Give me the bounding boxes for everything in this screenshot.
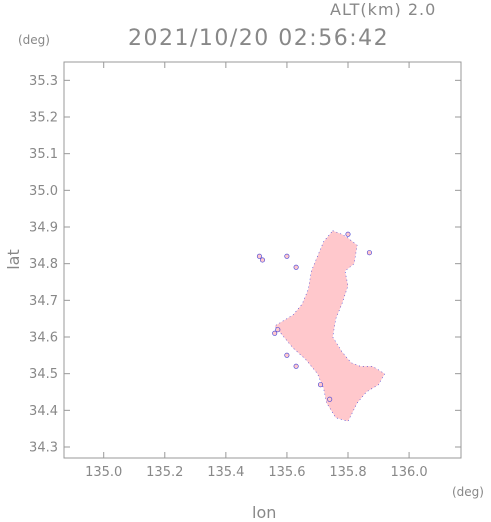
radar-echo-fragment xyxy=(256,253,262,259)
radar-echo-fragment xyxy=(345,231,351,237)
radar-echo-region xyxy=(274,230,386,422)
lat-unit-label: (deg) xyxy=(18,33,50,47)
lon-unit-label: (deg) xyxy=(452,485,484,499)
lon-tick-label: 135.6 xyxy=(268,465,305,480)
radar-echo-fragment xyxy=(293,264,299,270)
radar-echo-fragment xyxy=(284,253,290,259)
radar-echo-fragment xyxy=(272,330,278,336)
lat-tick-label: 34.9 xyxy=(29,221,58,236)
lon-tick-label: 135.4 xyxy=(207,465,244,480)
lon-tick-label: 135.0 xyxy=(85,465,122,480)
radar-echo-fragment xyxy=(259,257,265,263)
lon-tick-label: 135.2 xyxy=(146,465,183,480)
lat-tick-label: 35.0 xyxy=(29,184,58,199)
altitude-label: ALT(km) 2.0 xyxy=(330,0,437,19)
radar-echo-fragment xyxy=(293,363,299,369)
lat-tick-label: 35.1 xyxy=(29,147,58,162)
lon-tick-group: 135.0 135.2 135.4 135.6 135.8 136.0 xyxy=(85,62,428,480)
timestamp-title: 2021/10/20 02:56:42 xyxy=(128,26,390,51)
lon-tick-label: 136.0 xyxy=(390,465,427,480)
radar-echo-fragment xyxy=(366,250,372,256)
plot-frame xyxy=(63,61,462,459)
radar-echo-fragment xyxy=(284,352,290,358)
lat-tick-label: 34.8 xyxy=(29,257,58,272)
lon-tick-label: 135.8 xyxy=(329,465,366,480)
radar-echo-fragment xyxy=(275,327,281,333)
lat-tick-label: 35.3 xyxy=(29,74,58,89)
lat-tick-label: 35.2 xyxy=(29,111,58,126)
radar-echo-layer xyxy=(256,230,386,422)
lat-tick-label: 34.7 xyxy=(29,294,58,309)
radar-echo-fragment xyxy=(327,396,333,402)
lat-tick-label: 34.3 xyxy=(29,441,58,456)
lon-axis-label: lon xyxy=(252,503,277,522)
lat-tick-label: 34.4 xyxy=(29,404,58,419)
lat-tick-label: 34.6 xyxy=(29,331,58,346)
lat-tick-label: 34.5 xyxy=(29,367,58,382)
radar-echo-fragment xyxy=(317,382,323,388)
lat-tick-group: 35.3 35.2 35.1 35.0 34.9 34.8 34.7 34.6 34.5 34.4… xyxy=(29,74,461,456)
